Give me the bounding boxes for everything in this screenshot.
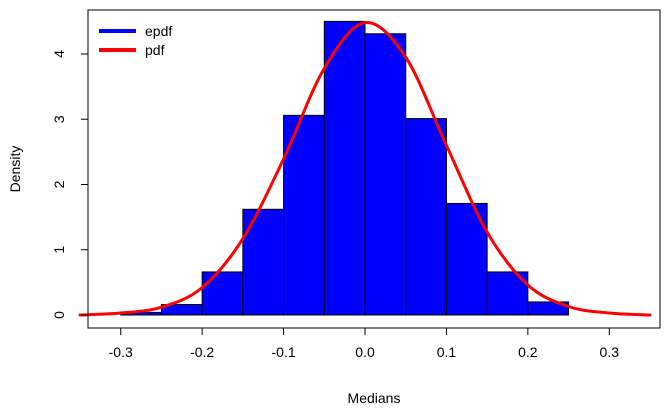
histogram-bar-3 [242, 208, 285, 316]
histogram-bar-4 [283, 114, 325, 316]
x-axis-title: Medians [348, 390, 401, 406]
x-tick-label: -0.1 [272, 344, 296, 360]
pdf-curve [78, 21, 652, 317]
histogram-bar-5 [323, 20, 366, 316]
x-tick-label: 0.2 [518, 344, 538, 360]
y-axis: 0 1 2 3 4 [51, 50, 89, 319]
histogram-bar-10 [527, 301, 570, 316]
histogram-bars [120, 20, 570, 316]
y-tick-label: 4 [51, 50, 67, 58]
legend-label-pdf: pdf [145, 42, 165, 58]
legend-label-epdf: epdf [145, 23, 172, 39]
histogram-bar-7 [405, 118, 447, 316]
x-tick-label: -0.3 [109, 344, 133, 360]
x-tick-label: 0.3 [600, 344, 620, 360]
y-tick-label: 1 [51, 246, 67, 254]
legend: epdf pdf [99, 23, 172, 58]
x-tick-label: -0.2 [190, 344, 214, 360]
y-axis-title: Density [7, 146, 23, 193]
y-tick-label: 2 [51, 180, 67, 188]
x-tick-label: 0.0 [355, 344, 375, 360]
histogram-bar-6 [364, 33, 407, 316]
histogram-bar-2 [201, 271, 244, 316]
x-axis: -0.3 -0.2 -0.1 0.0 0.1 0.2 0.3 [109, 327, 620, 360]
y-tick-label: 0 [51, 311, 67, 319]
x-tick-label: 0.1 [437, 344, 457, 360]
y-tick-label: 3 [51, 115, 67, 123]
